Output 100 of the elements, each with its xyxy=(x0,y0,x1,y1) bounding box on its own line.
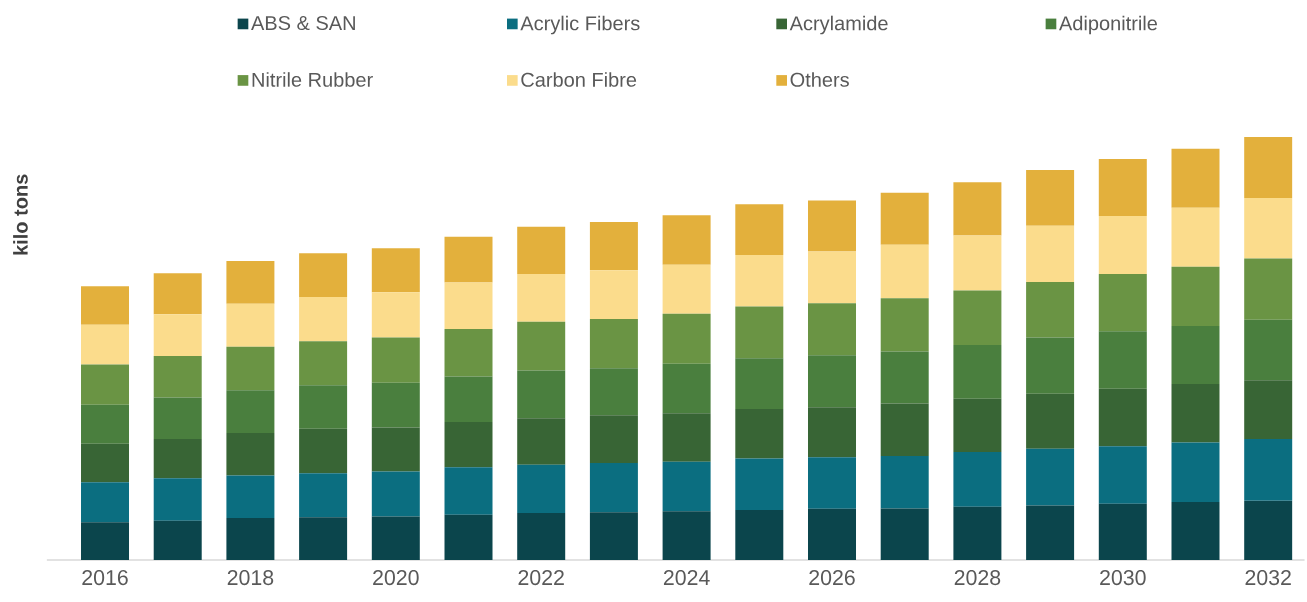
bar xyxy=(1098,503,1147,560)
bar xyxy=(153,478,202,521)
bar xyxy=(880,455,929,509)
bar xyxy=(662,413,711,462)
bar xyxy=(1098,274,1147,332)
x-tick-label: 2020 xyxy=(373,570,419,586)
bar xyxy=(953,290,1002,346)
bar xyxy=(1098,331,1147,389)
legend-label: Acrylic Fibers xyxy=(520,15,640,35)
bar xyxy=(808,303,857,356)
x-tick-label: 2024 xyxy=(663,570,710,586)
bar xyxy=(444,282,493,330)
bar xyxy=(517,464,566,514)
bar xyxy=(662,264,711,314)
x-tick-label: 2022 xyxy=(518,570,564,586)
bar xyxy=(1244,500,1293,560)
bar xyxy=(1026,505,1075,560)
bar xyxy=(153,397,202,440)
bar xyxy=(953,452,1002,507)
bar xyxy=(1098,446,1147,504)
bar xyxy=(444,514,493,560)
bar xyxy=(517,418,566,465)
bar xyxy=(808,508,857,560)
legend-label: Acrylamide xyxy=(789,15,888,35)
bar xyxy=(953,398,1002,453)
bar xyxy=(1171,502,1220,560)
bar xyxy=(299,473,348,518)
bar xyxy=(81,364,130,405)
x-tick-label: 2026 xyxy=(809,570,855,586)
bar xyxy=(153,520,202,560)
x-tick-label: 2032 xyxy=(1245,570,1291,586)
bar xyxy=(1171,207,1220,267)
bar xyxy=(880,298,929,352)
bar xyxy=(735,306,784,359)
bar xyxy=(226,346,275,391)
bar xyxy=(371,471,420,517)
bar xyxy=(153,314,202,357)
bar xyxy=(1098,216,1147,275)
bar xyxy=(1171,442,1220,503)
bar xyxy=(299,341,348,386)
bar xyxy=(1244,136,1293,198)
bar xyxy=(880,351,929,404)
bar xyxy=(153,273,202,315)
bar xyxy=(517,274,566,322)
bar xyxy=(808,355,857,408)
bar xyxy=(226,518,275,560)
bar xyxy=(299,253,348,297)
legend-label: Carbon Fibre xyxy=(521,72,637,87)
bar xyxy=(371,427,420,472)
bar xyxy=(517,370,566,419)
legend-label: Adiponitrile xyxy=(1059,15,1157,35)
bar xyxy=(153,439,202,479)
x-tick-label: 2030 xyxy=(1100,570,1146,586)
bar xyxy=(299,517,348,560)
bar xyxy=(1171,326,1220,385)
bar xyxy=(589,318,638,369)
bar xyxy=(81,404,130,444)
bar xyxy=(226,303,275,347)
bar xyxy=(1026,337,1075,394)
bar xyxy=(808,457,857,509)
bar xyxy=(662,215,711,265)
bar xyxy=(662,363,711,414)
bar xyxy=(517,513,566,560)
bar xyxy=(662,511,711,560)
bar xyxy=(880,403,929,456)
bar xyxy=(880,244,929,299)
bar xyxy=(226,260,275,304)
bar xyxy=(953,182,1002,236)
bar xyxy=(1244,197,1293,259)
legend-label: ABS & SAN xyxy=(251,15,355,31)
bar xyxy=(589,368,638,416)
legend-label: Others xyxy=(790,72,849,87)
bar xyxy=(808,251,857,304)
bar xyxy=(880,192,929,245)
bar xyxy=(589,512,638,560)
bar xyxy=(735,255,784,307)
bar xyxy=(1244,258,1293,320)
bar xyxy=(517,226,566,275)
bar xyxy=(953,235,1002,291)
bar xyxy=(1244,380,1293,440)
bar xyxy=(1026,282,1075,338)
x-tick-label: 2018 xyxy=(227,570,274,586)
bar xyxy=(589,463,638,513)
bar xyxy=(735,458,784,511)
bar xyxy=(81,286,130,325)
bar xyxy=(1026,448,1075,506)
bar xyxy=(153,356,202,398)
bar xyxy=(589,222,638,271)
bar xyxy=(444,376,493,423)
bar xyxy=(589,270,638,319)
bar xyxy=(444,236,493,283)
bar xyxy=(735,358,784,409)
bar xyxy=(1171,384,1220,443)
bar xyxy=(226,433,275,476)
bar xyxy=(371,516,420,560)
bar xyxy=(81,522,130,560)
bar xyxy=(662,313,711,364)
legend-label: Nitrile Rubber xyxy=(252,72,373,87)
bar xyxy=(735,510,784,560)
x-tick-label: 2028 xyxy=(954,570,1001,586)
